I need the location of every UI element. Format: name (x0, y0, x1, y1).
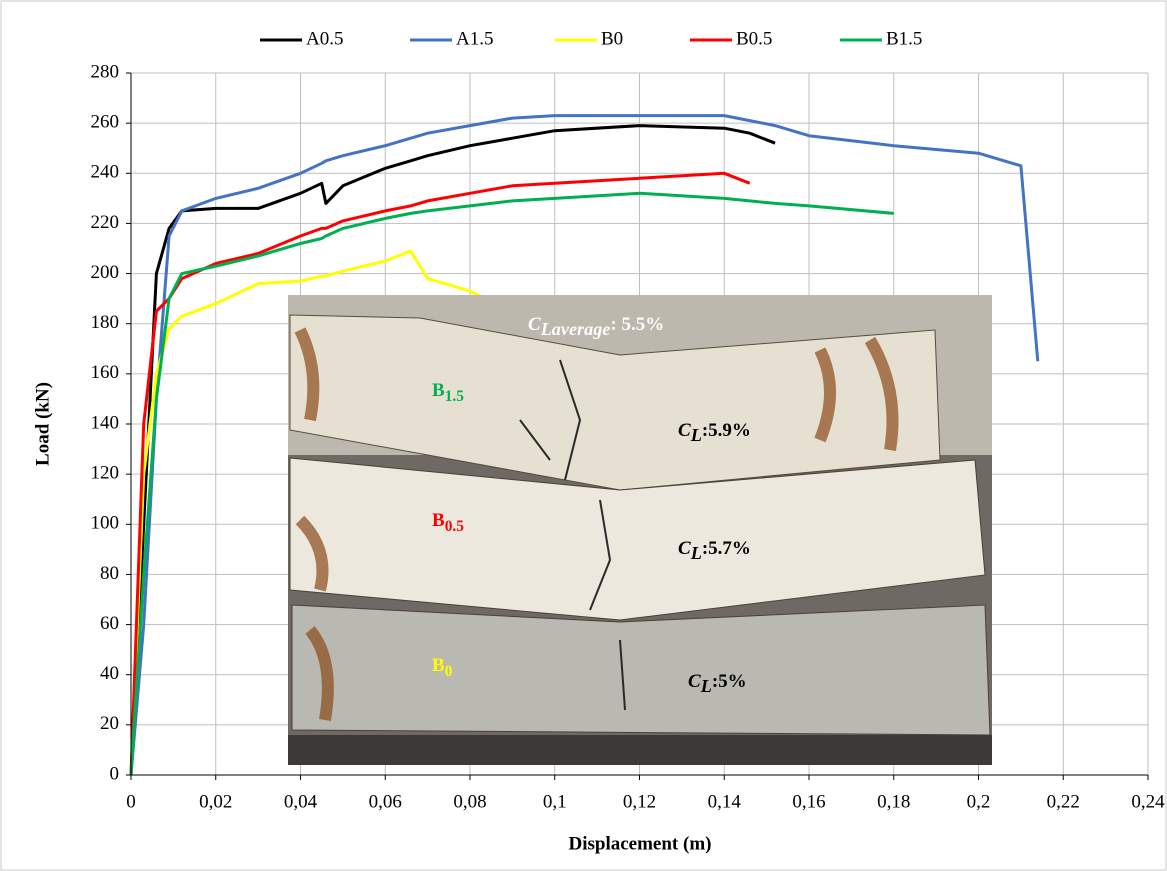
y-tick-label: 280 (91, 61, 120, 82)
y-tick-label: 260 (91, 112, 120, 133)
photo-floor (288, 735, 992, 765)
y-tick-label: 160 (91, 362, 120, 383)
legend-label: A0.5 (306, 28, 343, 49)
inset-label-main: B (432, 655, 445, 676)
x-tick-label: 0,06 (369, 791, 402, 812)
legend-label: B0 (601, 28, 623, 49)
inset-label-sub: L (700, 676, 712, 696)
x-axis-label: Displacement (m) (569, 833, 712, 854)
inset-label-main: C (678, 420, 691, 441)
y-axis-label: Load (kN) (32, 382, 53, 466)
x-tick-label: 0,22 (1047, 791, 1080, 812)
inset-label-rest: :5.7% (702, 538, 751, 559)
inset-label-main: B (432, 380, 445, 401)
y-tick-label: 220 (91, 212, 120, 233)
x-tick-label: 0,2 (967, 791, 991, 812)
y-tick-label: 240 (91, 162, 120, 183)
legend-label: B1.5 (886, 28, 922, 49)
x-tick-label: 0,16 (792, 791, 825, 812)
x-tick-label: 0,02 (199, 791, 232, 812)
y-tick-label: 100 (91, 513, 120, 534)
x-tick-label: 0 (126, 791, 136, 812)
x-tick-label: 0,08 (453, 791, 486, 812)
y-tick-label: 60 (100, 613, 119, 634)
photo-inset (288, 295, 992, 765)
x-tick-label: 0,18 (877, 791, 910, 812)
x-tick-label: 0,24 (1131, 791, 1165, 812)
inset-label-sub: L (690, 543, 702, 563)
y-tick-label: 200 (91, 262, 120, 283)
inset-label-rest: :5% (712, 671, 747, 692)
x-tick-label: 0,12 (623, 791, 656, 812)
inset-label-sub: 0 (445, 663, 453, 680)
x-tick-label: 0,1 (543, 791, 567, 812)
inset-label-sub: 0.5 (445, 518, 465, 535)
inset-label-main: C (528, 314, 541, 335)
x-tick-label: 0,14 (708, 791, 742, 812)
inset-label-rest: :5.9% (702, 420, 751, 441)
y-tick-label: 140 (91, 412, 120, 433)
legend-label: B0.5 (736, 28, 772, 49)
inset-label-sub: 1.5 (445, 388, 465, 405)
inset-label-sub: Laverage (540, 319, 611, 339)
y-tick-label: 0 (110, 763, 120, 784)
legend-label: A1.5 (456, 28, 493, 49)
inset-label-sub: L (690, 425, 702, 445)
inset-label-main: C (678, 538, 691, 559)
inset-label-rest: : 5.5% (610, 314, 664, 335)
y-tick-label: 80 (100, 563, 119, 584)
inset-label-main: C (688, 671, 701, 692)
y-tick-label: 20 (100, 713, 119, 734)
y-tick-label: 40 (100, 663, 119, 684)
y-tick-label: 120 (91, 463, 120, 484)
chart: Displacement (m) Load (kN) 0 20 40 60 80 100 1… (0, 0, 1167, 871)
x-tick-label: 0,04 (284, 791, 318, 812)
y-tick-label: 180 (91, 312, 120, 333)
inset-label-main: B (432, 510, 445, 531)
beam (292, 605, 990, 735)
